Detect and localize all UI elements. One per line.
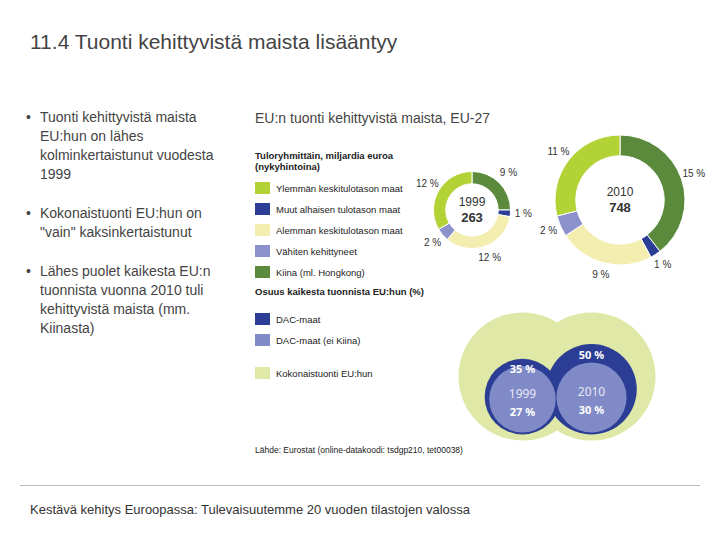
svg-text:12 %: 12 % — [478, 252, 501, 263]
html-text:Muut alhaisen tulotason maat: Muut alhaisen tulotason maat — [276, 203, 401, 215]
svg-text:15 %: 15 % — [682, 168, 705, 179]
svg-text:35 %: 35 % — [510, 361, 535, 376]
svg-text:2010: 2010 — [607, 185, 634, 199]
html-text:Tuonti kehittyvistä maista EU:: Tuonti kehittyvistä maista EU:hun on läh… — [40, 109, 214, 182]
html-text:Lähde: Eurostat (online-datako: Lähde: Eurostat (online-datakoodi: tsdgp… — [255, 445, 463, 455]
svg-text:1 %: 1 % — [654, 259, 671, 270]
html-text:Lähes puolet kaikesta EU:n tuo: Lähes puolet kaikesta EU:n tuonnista vuo… — [40, 263, 211, 336]
svg-text:27 %: 27 % — [510, 404, 535, 419]
svg-text:11 %: 11 % — [547, 146, 569, 157]
svg-text:1999: 1999 — [459, 195, 486, 209]
html-text:Kestävä kehitys Euroopassa: Tu: Kestävä kehitys Euroopassa: Tulevaisuute… — [30, 502, 471, 517]
svg-text:748: 748 — [609, 200, 631, 215]
svg-text:30 %: 30 % — [579, 402, 604, 417]
svg-text:9 %: 9 % — [500, 167, 517, 178]
svg-text:1999: 1999 — [509, 385, 537, 402]
svg-text:2 %: 2 % — [424, 237, 441, 248]
html-text:Alemman keskitulotason maat: Alemman keskitulotason maat — [276, 224, 403, 236]
html-text:Ylemmän keskitulotason maat: Ylemmän keskitulotason maat — [276, 182, 403, 194]
svg-text:2010: 2010 — [578, 383, 606, 400]
html-text:Osuus kaikesta tuonnista EU:hu: Osuus kaikesta tuonnista EU:hun (%) — [255, 286, 424, 297]
html-text:Tuloryhmittäin, miljardia euro: Tuloryhmittäin, miljardia euroa (nykyhin… — [255, 150, 394, 172]
html-text:Vähiten kehittyneet: Vähiten kehittyneet — [276, 245, 357, 257]
html-text:11.4 Tuonti kehittyvistä maist: 11.4 Tuonti kehittyvistä maista lisäänty… — [30, 30, 398, 53]
html-text:Kokonaistuonti EU:hun: Kokonaistuonti EU:hun — [276, 367, 373, 379]
svg-text:50 %: 50 % — [579, 347, 604, 362]
html-text:DAC-maat (ei Kiina): DAC-maat (ei Kiina) — [276, 334, 361, 346]
html-text:Kiina (ml. Hongkong): Kiina (ml. Hongkong) — [276, 266, 365, 278]
svg-text:2 %: 2 % — [540, 225, 557, 236]
svg-text:263: 263 — [461, 210, 483, 225]
html-text:EU:n tuonti kehittyvistä maist: EU:n tuonti kehittyvistä maista, EU-27 — [255, 110, 490, 126]
svg-text:1 %: 1 % — [515, 208, 532, 219]
svg-text:12 %: 12 % — [416, 178, 439, 189]
svg-text:9 %: 9 % — [592, 269, 609, 280]
html-text:DAC-maat: DAC-maat — [276, 313, 321, 325]
html-text:Kokonaistuonti EU:hun on "vain: Kokonaistuonti EU:hun on "vain" kaksinke… — [40, 205, 202, 240]
